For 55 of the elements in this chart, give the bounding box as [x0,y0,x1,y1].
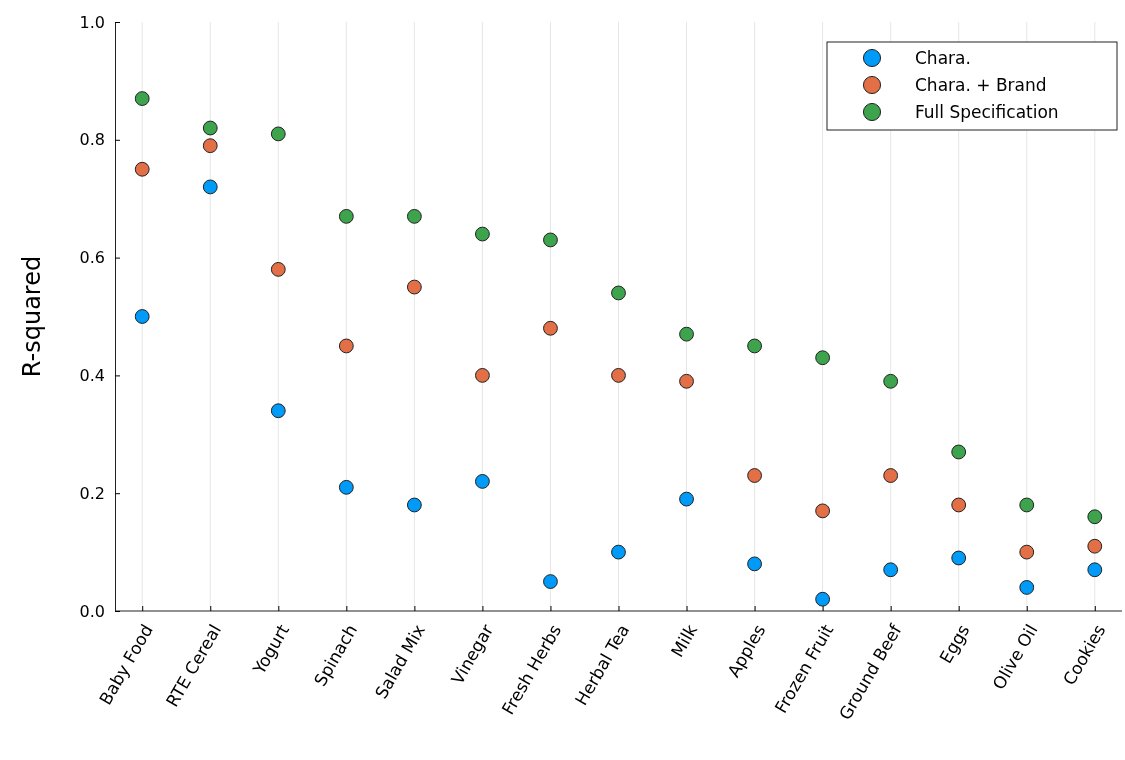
point [679,326,694,342]
point [883,468,899,483]
point [951,550,967,566]
point [406,279,422,295]
y-tick-label: 1.0 [79,12,105,32]
point [134,91,150,106]
point [1087,509,1103,525]
point [202,179,218,195]
point [883,373,899,389]
y-tick-label: 0.2 [79,483,105,503]
point [951,497,967,513]
point [543,574,558,589]
point [883,562,899,578]
point [270,261,286,277]
point [475,226,490,242]
point [134,309,150,324]
y-tick-label: 0.4 [79,366,105,386]
point [202,138,218,154]
point [1019,497,1035,513]
point [747,468,762,483]
point [815,503,831,519]
point [815,591,831,607]
y-tick-label: 0.0 [79,601,105,621]
point [951,444,967,460]
point [338,479,354,495]
point [679,373,694,389]
y-tick-label: 0.8 [79,130,105,150]
point [611,285,626,301]
legend-label: Chara. + Brand [915,75,1047,95]
point [406,208,422,224]
point [475,474,490,489]
point [543,232,558,248]
point [338,338,354,354]
point [611,544,626,560]
legend-label: Chara. [915,48,971,68]
point [1019,580,1035,595]
point [134,161,150,177]
point [1087,538,1103,554]
point [1019,544,1035,560]
point [270,126,286,142]
point [202,120,218,136]
point [815,350,831,366]
point [679,491,694,507]
y-tick-label: 0.6 [79,248,105,268]
point [747,556,762,572]
point [270,403,286,419]
point [747,338,762,354]
point [406,497,422,513]
point [543,320,558,336]
point [475,368,490,383]
point [338,208,354,224]
point [1087,562,1103,578]
y-axis-title: R-squared [18,255,46,378]
legend-label: Full Specification [915,102,1059,122]
point [611,368,626,383]
